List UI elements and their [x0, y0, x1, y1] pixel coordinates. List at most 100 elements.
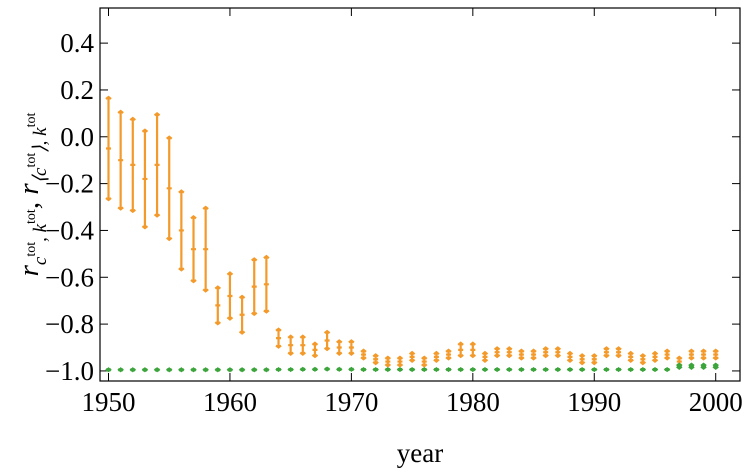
error-bar	[518, 366, 525, 373]
y-axis-label-part: tot	[24, 209, 39, 224]
error-bar	[214, 367, 221, 373]
error-bar	[421, 366, 428, 373]
y-tick-label: 0.2	[60, 75, 94, 105]
y-axis-label-part: r	[13, 264, 45, 276]
error-bar	[129, 367, 136, 373]
x-tick-label: 1990	[567, 387, 621, 417]
error-bar	[299, 366, 306, 372]
error-bar	[469, 366, 477, 373]
error-bar	[493, 366, 501, 373]
error-bar	[263, 254, 270, 314]
plot-frame	[99, 7, 741, 382]
error-bar	[275, 366, 282, 373]
error-bar	[615, 346, 622, 359]
error-bar	[421, 355, 428, 368]
error-bar	[591, 366, 598, 373]
y-tick-label: −0.4	[45, 215, 94, 245]
error-bar	[566, 366, 574, 373]
error-bar	[348, 339, 355, 356]
error-bar	[554, 366, 562, 373]
error-bar	[542, 366, 549, 373]
error-bar	[117, 109, 124, 211]
error-bar	[396, 366, 404, 373]
error-bar	[481, 350, 489, 363]
error-bar	[336, 366, 343, 372]
error-bar	[166, 135, 173, 242]
error-bar	[676, 362, 683, 370]
error-bar	[542, 346, 549, 359]
x-tick-label: 2000	[689, 387, 743, 417]
error-bar	[688, 348, 695, 361]
x-axis-label: year	[397, 438, 443, 468]
error-bar	[676, 355, 683, 368]
x-tick-label: 1960	[203, 387, 257, 417]
error-bar	[311, 366, 319, 372]
error-bar	[372, 353, 379, 366]
error-bar	[178, 367, 185, 373]
error-bar	[700, 348, 707, 361]
y-tick-label: 0.0	[60, 122, 94, 152]
error-bar	[178, 189, 185, 272]
error-bar	[445, 366, 452, 373]
y-axis-label-part: tot	[24, 242, 39, 257]
error-bar	[457, 366, 464, 373]
error-bar	[117, 367, 124, 373]
error-bar	[190, 367, 197, 373]
error-bar	[651, 350, 659, 363]
error-bar	[323, 329, 331, 352]
y-axis-label-part: k	[30, 127, 51, 136]
error-bar	[639, 353, 647, 366]
error-bar	[530, 366, 537, 373]
error-bar	[506, 366, 513, 373]
error-bar	[408, 366, 416, 373]
error-bar	[251, 367, 258, 373]
y-axis-label-part: ,	[30, 232, 51, 242]
error-bar	[372, 366, 379, 373]
error-bar	[336, 339, 343, 356]
y-tick-label: −1.0	[45, 356, 94, 386]
error-bar	[396, 355, 404, 368]
error-bar	[166, 367, 173, 373]
error-bar	[591, 353, 598, 366]
y-axis-label: rctot, ktot, r⟨ctot⟩, ktot	[13, 112, 51, 276]
error-bar	[700, 362, 707, 370]
error-bar	[493, 346, 501, 359]
x-tick-label: 1950	[82, 387, 136, 417]
y-axis-label-part: ,	[13, 195, 45, 210]
error-bar	[105, 95, 112, 202]
error-bar	[226, 271, 234, 321]
y-axis-label-part: k	[30, 223, 51, 232]
error-bar	[627, 350, 634, 363]
error-bar	[408, 350, 416, 363]
error-bar	[238, 367, 246, 373]
error-bar	[275, 327, 282, 349]
error-bar	[263, 367, 270, 373]
error-bar	[202, 205, 209, 293]
error-bar	[287, 366, 294, 373]
error-bar	[226, 367, 234, 373]
error-bar	[518, 348, 525, 361]
error-bar	[214, 285, 221, 326]
error-bar	[287, 334, 294, 356]
error-bar	[348, 366, 355, 372]
error-bar	[603, 366, 610, 373]
y-axis-label-part: ⟨c	[30, 167, 51, 183]
error-bar	[578, 366, 586, 373]
error-bar	[299, 334, 306, 356]
y-tick-label: 0.4	[60, 28, 94, 58]
error-bar	[615, 366, 622, 373]
error-bar	[323, 366, 331, 372]
error-bar	[554, 346, 562, 359]
error-bar	[688, 362, 695, 370]
error-bar	[311, 341, 319, 359]
error-bar	[627, 366, 634, 373]
y-tick-label: −0.8	[45, 309, 94, 339]
error-bar	[384, 366, 392, 373]
x-tick-label: 1980	[446, 387, 500, 417]
error-bar	[506, 346, 513, 359]
y-tick-label: −0.2	[45, 169, 94, 199]
y-axis-label-part: tot	[24, 112, 39, 127]
error-bar	[129, 116, 136, 214]
error-bar	[712, 348, 719, 361]
